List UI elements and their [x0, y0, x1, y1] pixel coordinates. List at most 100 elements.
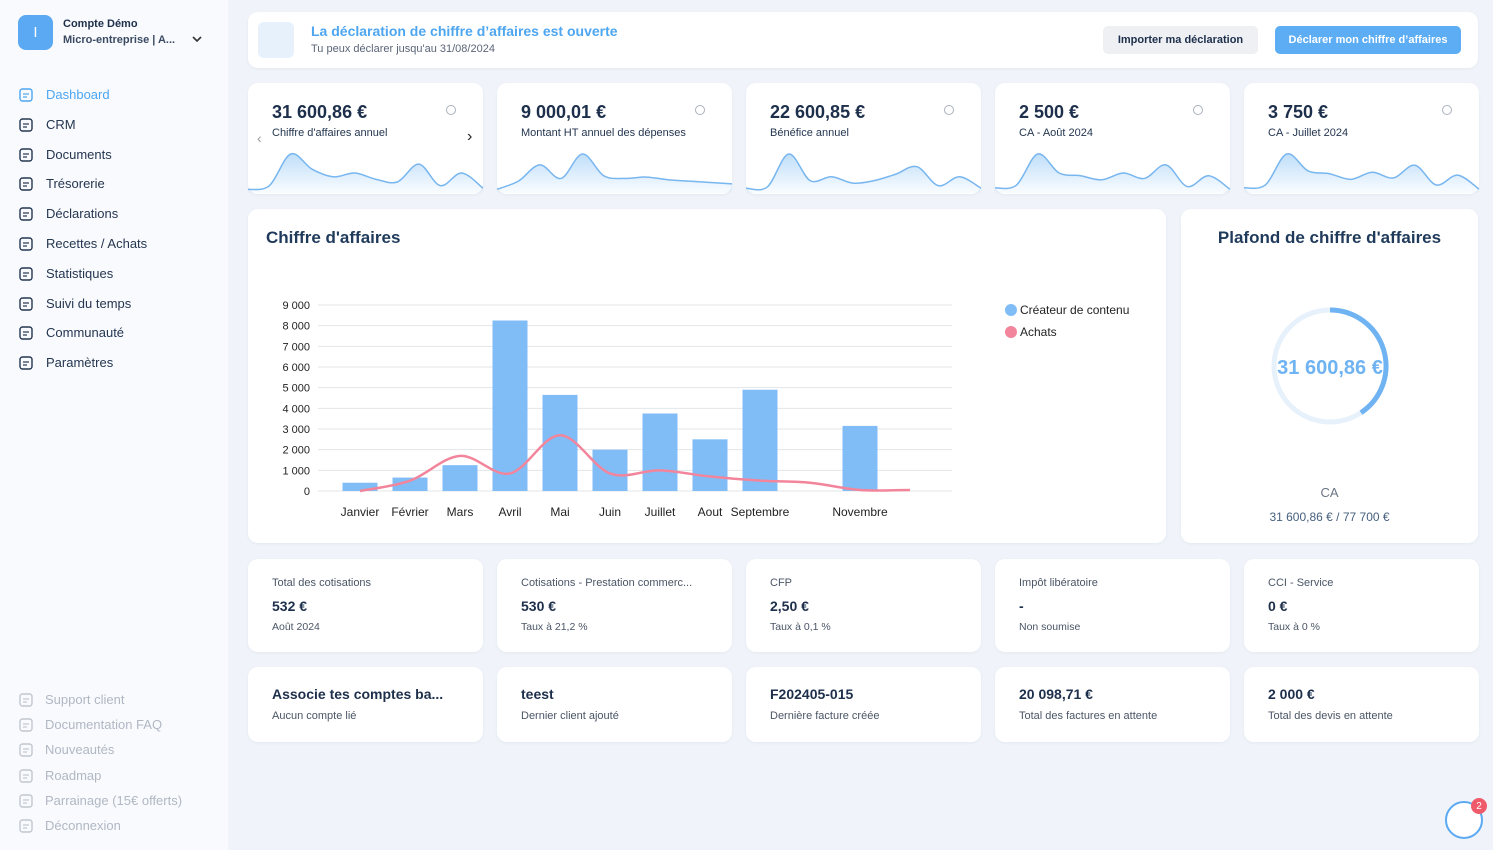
- kpi-value: 22 600,85 €: [770, 102, 866, 122]
- info-icon: [1193, 105, 1203, 115]
- banner-title: La déclaration de chiffre d’affaires est…: [311, 23, 618, 39]
- stat-note: Non soumise: [1019, 621, 1081, 633]
- nav-item[interactable]: Déclarations: [46, 206, 119, 222]
- footer-icon: [19, 768, 33, 783]
- stat-card: Impôt libératoire - Non soumise: [995, 559, 1230, 652]
- stat-label: Cotisations - Prestation commerc...: [521, 577, 693, 589]
- link-label: Total des factures en attente: [1019, 710, 1158, 722]
- avatar[interactable]: I: [18, 15, 53, 50]
- stat-note: Taux à 21,2 %: [521, 621, 588, 633]
- nav-icon: [19, 118, 33, 132]
- kpi-card: 3 750 € CA - Juillet 2024: [1244, 83, 1479, 194]
- stat-value: 530 €: [521, 598, 557, 614]
- link-label: Total des devis en attente: [1268, 710, 1393, 722]
- stat-note: Taux à 0,1 %: [770, 621, 831, 633]
- nav-icon: [19, 296, 33, 311]
- stat-note: Août 2024: [272, 621, 320, 633]
- footer-link[interactable]: Parrainage (15€ offerts): [45, 792, 183, 808]
- nav-icon: [19, 326, 33, 341]
- link-value: 2 000 €: [1268, 686, 1315, 702]
- kpi-card: 22 600,85 € Bénéfice annuel: [746, 83, 981, 194]
- banner-subtitle: Tu peux déclarer jusqu'au 31/08/2024: [311, 43, 495, 55]
- kpi-value: 31 600,86 €: [272, 102, 368, 122]
- nav-icon: [19, 177, 33, 192]
- chart-card: [248, 209, 1166, 543]
- footer-icon: [19, 819, 33, 833]
- stat-card: Cotisations - Prestation commerc... 530 €…: [497, 559, 732, 652]
- link-card[interactable]: F202405-015 Dernière facture créée: [746, 667, 981, 742]
- sidebar: I Compte Démo Micro-entreprise | A... Da…: [0, 0, 228, 850]
- link-value: F202405-015: [770, 686, 854, 702]
- footer-link[interactable]: Déconnexion: [45, 818, 121, 833]
- stat-value: 2,50 €: [770, 598, 809, 614]
- kpi-value: 3 750 €: [1268, 102, 1329, 122]
- stat-card: CCI - Service 0 € Taux à 0 %: [1244, 559, 1479, 652]
- footer-link[interactable]: Support client: [45, 692, 125, 707]
- account-name: Compte Démo: [63, 18, 138, 30]
- link-label: Dernier client ajouté: [521, 710, 619, 722]
- link-value: Associe tes comptes ba...: [272, 686, 444, 702]
- link-card[interactable]: Associe tes comptes ba... Aucun compte li…: [248, 667, 483, 742]
- nav-item[interactable]: Suivi du temps: [46, 295, 132, 311]
- footer-link[interactable]: Nouveautés: [45, 742, 115, 758]
- gauge-ratio: 31 600,86 € / 77 700 €: [1269, 510, 1390, 524]
- chart-title: Chiffre d'affaires: [266, 228, 401, 247]
- gauge-caption: CA: [1320, 485, 1339, 500]
- secondary-button[interactable]: Importer ma déclaration: [1103, 26, 1258, 54]
- kpi-card: 2 500 € CA - Août 2024: [995, 83, 1230, 194]
- nav-item[interactable]: Dashboard: [46, 87, 110, 102]
- link-card[interactable]: teest Dernier client ajouté: [497, 667, 732, 742]
- link-card[interactable]: 2 000 € Total des devis en attente: [1244, 667, 1479, 742]
- banner: La déclaration de chiffre d’affaires est…: [248, 12, 1478, 68]
- nav-icon: [19, 267, 33, 281]
- link-label: Dernière facture créée: [770, 710, 880, 722]
- stat-value: 0 €: [1268, 598, 1288, 614]
- kpi-card: 31 600,86 € Chiffre d'affaires annuel ‹ ›: [248, 83, 483, 194]
- stat-note: Taux à 0 %: [1268, 621, 1320, 633]
- stat-label: Total des cotisations: [272, 577, 372, 589]
- stat-label: Impôt libératoire: [1019, 577, 1098, 589]
- footer-icon: [19, 718, 33, 732]
- link-card[interactable]: 20 098,71 € Total des factures en attente: [995, 667, 1230, 742]
- nav-item[interactable]: Recettes / Achats: [46, 236, 148, 251]
- link-value: teest: [521, 686, 554, 702]
- stat-value: 532 €: [272, 598, 308, 614]
- kpi-value: 9 000,01 €: [521, 102, 607, 122]
- next-arrow[interactable]: ›: [467, 128, 473, 145]
- nav-icon: [19, 88, 33, 102]
- link-value: 20 098,71 €: [1019, 686, 1093, 702]
- nav-item[interactable]: Paramètres: [46, 355, 114, 371]
- footer-icon: [19, 693, 33, 707]
- nav-item[interactable]: Statistiques: [46, 265, 114, 281]
- info-icon: [1442, 105, 1452, 115]
- nav-item[interactable]: CRM: [46, 116, 76, 132]
- nav-icon: [19, 237, 33, 251]
- nav-icon: [19, 147, 33, 162]
- stat-label: CFP: [770, 577, 792, 589]
- help-badge: 2: [1471, 798, 1487, 814]
- kpi-label: Montant HT annuel des dépenses: [521, 127, 686, 139]
- help-button[interactable]: [1445, 801, 1483, 839]
- link-label: Aucun compte lié: [272, 710, 357, 722]
- kpi-label: Chiffre d'affaires annuel: [272, 127, 388, 139]
- footer-icon: [19, 743, 33, 758]
- nav-item[interactable]: Communauté: [46, 325, 125, 341]
- kpi-card: 9 000,01 € Montant HT annuel des dépenses: [497, 83, 732, 194]
- kpi-value: 2 500 €: [1019, 102, 1080, 122]
- dropdown-icon[interactable]: [191, 35, 203, 45]
- footer-icon: [19, 794, 33, 808]
- kpi-label: CA - Août 2024: [1019, 127, 1093, 139]
- info-icon: [695, 105, 705, 115]
- footer-link[interactable]: Documentation FAQ: [45, 717, 163, 733]
- nav-icon: [19, 356, 33, 370]
- footer-link[interactable]: Roadmap: [45, 767, 102, 783]
- info-icon: [944, 105, 954, 115]
- nav-icon: [19, 207, 33, 221]
- primary-button[interactable]: Déclarer mon chiffre d’affaires: [1275, 26, 1461, 54]
- prev-arrow[interactable]: ‹: [257, 130, 262, 146]
- nav-item[interactable]: Trésorerie: [46, 176, 105, 192]
- banner-icon-box: [258, 22, 294, 58]
- kpi-label: CA - Juillet 2024: [1268, 127, 1349, 139]
- nav-item[interactable]: Documents: [46, 146, 112, 162]
